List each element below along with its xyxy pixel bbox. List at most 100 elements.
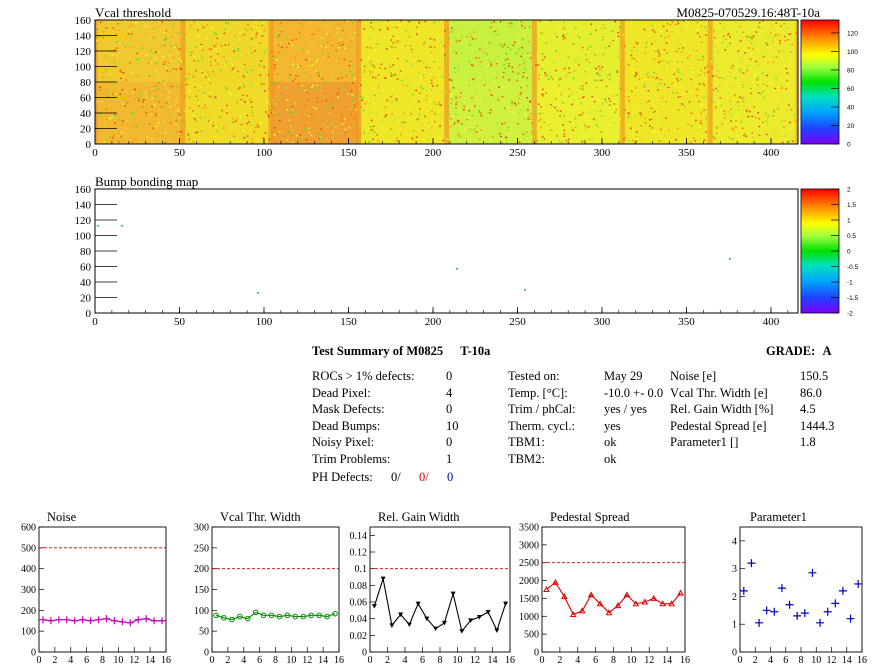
vcal-pixel [681, 61, 683, 63]
vcal-pixel [723, 27, 725, 29]
vcal-pixel [164, 142, 167, 144]
vcal-pixel [776, 47, 779, 49]
vcal-pixel [586, 115, 589, 117]
vcal-pixel [299, 134, 302, 136]
vcal-pixel [390, 74, 393, 76]
vcal-pixel [512, 44, 515, 47]
vcal-pixel [654, 40, 657, 42]
palette-tick-label: 0 [847, 249, 851, 256]
vcal-roc-edge [268, 20, 271, 82]
vcal-pixel [332, 135, 335, 137]
vcal-roc-block [534, 20, 623, 82]
vcal-pixel [390, 36, 393, 38]
vcal-pixel [370, 26, 372, 28]
vcal-pixel [379, 67, 381, 69]
vcal-pixel [663, 31, 666, 33]
vcal-pixel [392, 87, 395, 89]
vcal-pixel [452, 29, 455, 32]
vcal-pixel [613, 103, 616, 105]
vcal-pixel [297, 83, 300, 86]
vcal-pixel [372, 138, 374, 141]
vcal-pixel [295, 60, 297, 62]
vcal-pixel [351, 94, 354, 96]
summary-left-label: Trim Problems: [312, 451, 391, 466]
vcal-pixel [713, 57, 715, 59]
vcal-pixel [695, 133, 698, 135]
vcal-pixel [664, 36, 667, 39]
vcal-pixel [544, 72, 546, 74]
summary-right-label: Pedestal Spread [e] [670, 418, 767, 433]
vcal-pixel [501, 142, 504, 144]
y-tick-label: 300 [21, 585, 36, 596]
vcal-pixel [658, 61, 660, 64]
vcal-pixel [703, 84, 706, 87]
vcal-pixel [105, 52, 107, 55]
vcal-pixel [648, 125, 651, 127]
vcal-pixel [174, 104, 176, 106]
vcal-pixel [419, 108, 421, 110]
vcal-pixel [259, 88, 262, 90]
vcal-pixel [279, 128, 282, 130]
vcal-pixel [135, 125, 138, 127]
vcal-pixel [515, 52, 518, 55]
vcal-pixel [252, 114, 254, 117]
data-point [476, 615, 482, 620]
vcal-pixel [416, 119, 418, 121]
vcal-pixel [768, 76, 771, 78]
vcal-pixel [316, 118, 319, 120]
vcal-pixel [162, 41, 164, 43]
vcal-pixel [639, 99, 641, 101]
vcal-pixel [124, 46, 127, 48]
vcal-pixel [422, 42, 425, 44]
vcal-pixel [124, 105, 126, 107]
vcal-pixel [791, 71, 794, 73]
vcal-pixel [450, 96, 452, 99]
vcal-pixel [594, 79, 596, 82]
vcal-pixel [740, 71, 742, 73]
vcal-pixel [457, 69, 459, 71]
vcal-pixel [351, 67, 353, 70]
vcal-pixel [149, 59, 152, 61]
vcal-pixel [223, 64, 226, 67]
vcal-pixel [750, 87, 752, 90]
vcal-pixel [392, 35, 394, 38]
vcal-pixel [530, 131, 533, 133]
vcal-pixel [370, 119, 373, 122]
vcal-pixel [249, 83, 252, 85]
vcal-pixel [368, 61, 370, 64]
vcal-pixel [624, 93, 627, 95]
vcal-pixel [640, 125, 643, 127]
y-tick-label: 2 [732, 592, 737, 603]
y-tick-label: 0.12 [350, 548, 368, 559]
vcal-pixel [167, 139, 169, 142]
vcal-pixel [219, 69, 222, 72]
vcal-pixel [400, 79, 402, 82]
vcal-pixel [706, 30, 709, 32]
vcal-pixel [726, 85, 729, 87]
vcal-pixel [366, 101, 368, 103]
vcal-pixel [441, 76, 444, 78]
vcal-pixel [457, 133, 460, 136]
vcal-pixel [671, 21, 674, 23]
vcal-pixel [423, 45, 425, 47]
bump-marker [257, 292, 259, 294]
vcal-roc-edge [270, 20, 274, 82]
vcal-pixel [390, 75, 393, 78]
vcal-pixel [572, 138, 575, 141]
vcal-pixel [736, 101, 739, 103]
vcal-pixel [741, 97, 744, 100]
vcal-pixel [317, 71, 320, 74]
data-point [118, 618, 126, 626]
vcal-roc-edge [444, 20, 447, 82]
vcal-pixel [739, 96, 741, 98]
vcal-pixel [235, 141, 237, 144]
vcal-pixel [785, 95, 788, 97]
vcal-pixel [323, 44, 325, 46]
vcal-pixel [442, 139, 444, 142]
vcal-pixel [331, 45, 334, 47]
vcal-pixel [614, 111, 616, 114]
vcal-roc-edge [356, 20, 359, 82]
vcal-pixel [124, 20, 127, 22]
vcal-pixel [351, 37, 354, 39]
vcal-pixel [507, 126, 510, 129]
